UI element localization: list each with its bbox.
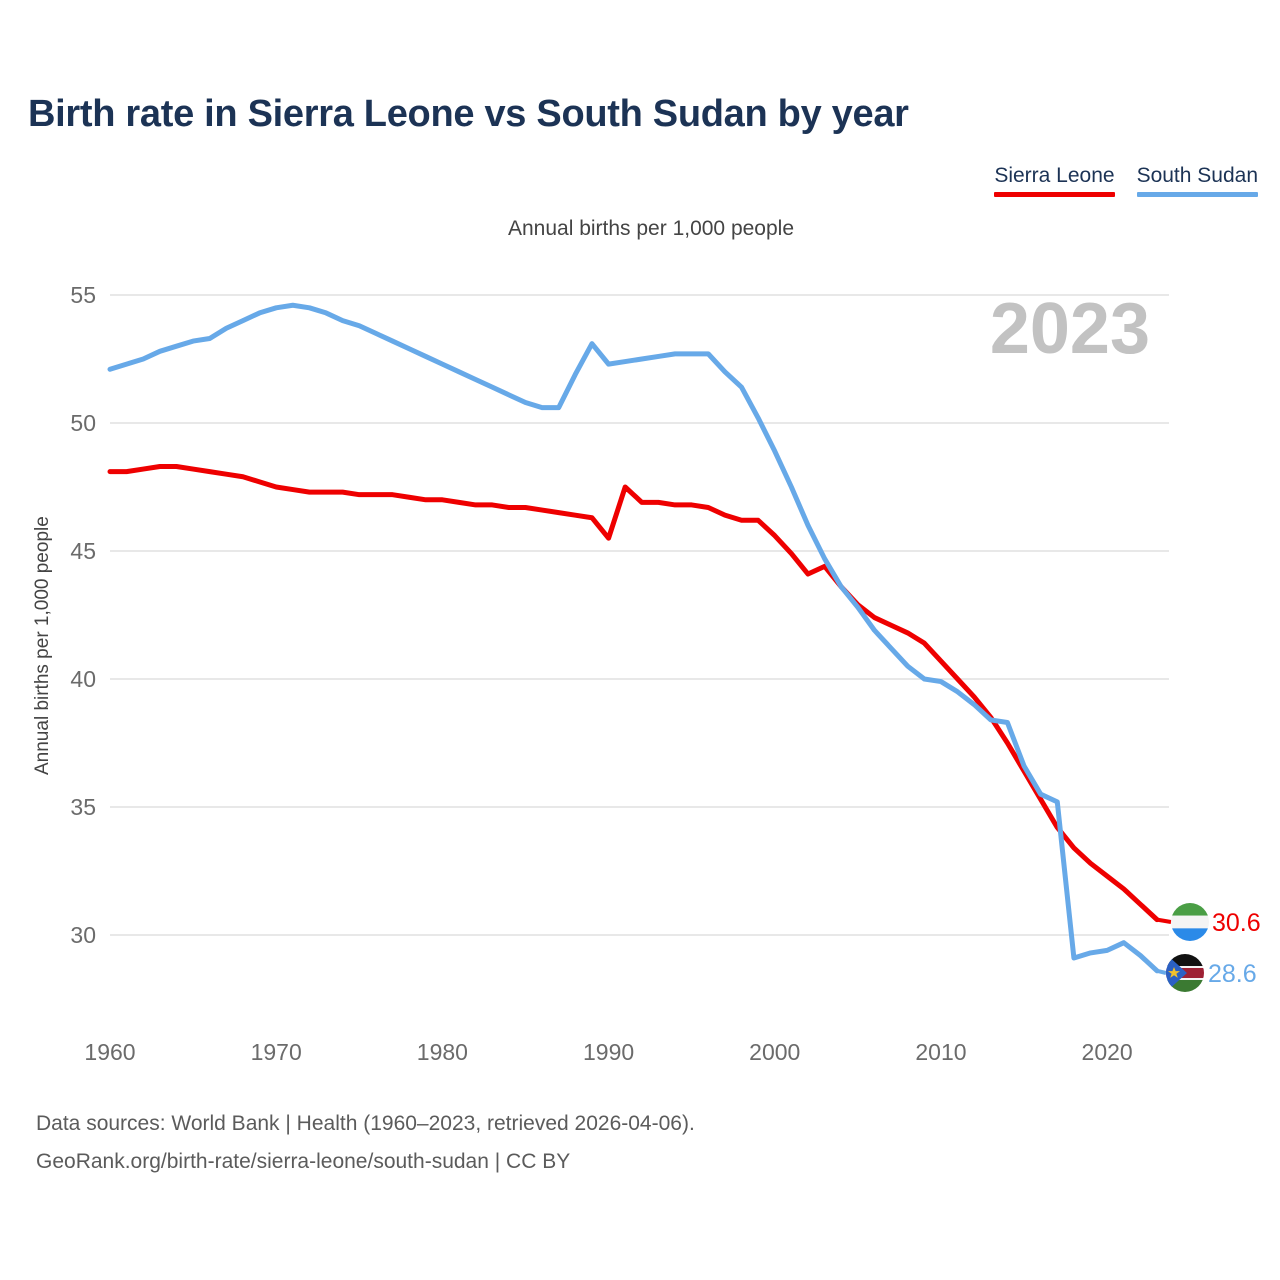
x-tick-label: 2000 [749,1039,800,1065]
legend-swatch-south-sudan [1136,192,1258,197]
sierra-leone-flag-icon [1171,903,1209,941]
chart-legend: Sierra Leone South Sudan [994,163,1258,197]
south-sudan-flag-icon [1166,954,1204,992]
y-tick-label: 35 [70,794,96,820]
x-tick-label: 2020 [1082,1039,1133,1065]
legend-item-south-sudan[interactable]: South Sudan [1136,163,1258,197]
y-tick-label: 55 [70,282,96,308]
legend-item-sierra-leone[interactable]: Sierra Leone [994,163,1115,197]
legend-swatch-sierra-leone [994,192,1115,197]
chart-footer: Data sources: World Bank | Health (1960–… [36,1105,695,1181]
y-axis-tick-labels: 30 35 40 45 50 55 [70,282,96,948]
x-tick-label: 1980 [417,1039,468,1065]
chart-subtitle-text: Annual births per 1,000 people [507,217,795,240]
page-title: Birth rate in Sierra Leone vs South Suda… [28,93,909,135]
x-tick-label: 1990 [583,1039,634,1065]
x-tick-label: 1970 [251,1039,302,1065]
chart-end-markers: 30.6 28.6 [1156,903,1261,992]
y-tick-label: 30 [70,922,96,948]
series-line-sierra-leone [107,464,1160,923]
year-watermark: 2023 [990,289,1150,369]
legend-label-sierra-leone: Sierra Leone [994,164,1115,187]
end-value-label: 28.6 [1208,960,1257,988]
x-tick-label: 1960 [84,1039,135,1065]
x-tick-label: 2010 [915,1039,966,1065]
chart-series-lines [107,302,1160,974]
end-connector [1156,917,1172,924]
end-value-label: 30.6 [1212,909,1261,937]
footer-data-sources: Data sources: World Bank | Health (1960–… [36,1112,695,1135]
y-tick-label: 45 [70,538,96,564]
y-tick-label: 40 [70,666,96,692]
series-line-south-sudan [107,302,1160,974]
x-axis-tick-labels: 1960 1970 1980 1990 2000 2010 2020 [84,1039,1132,1065]
legend-label-south-sudan: South Sudan [1136,164,1258,187]
line-chart-plot: 30 35 40 45 50 55 1960 1970 1980 1990 2000 2010 202… [70,282,1261,1065]
y-tick-label: 50 [70,410,96,436]
chart-subtitle: Annual births per 1,000 people [0,217,1280,241]
chart-gridlines [110,294,1169,936]
footer-attribution: GeoRank.org/birth-rate/sierra-leone/sout… [36,1150,571,1173]
end-connector [1156,968,1167,975]
